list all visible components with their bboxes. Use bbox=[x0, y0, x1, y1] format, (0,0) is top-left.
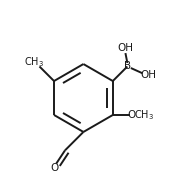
Text: OH: OH bbox=[117, 43, 133, 53]
Text: O: O bbox=[127, 110, 135, 120]
Text: B: B bbox=[124, 62, 131, 72]
Text: O: O bbox=[51, 163, 59, 173]
Text: OH: OH bbox=[140, 70, 156, 80]
Text: CH$_3$: CH$_3$ bbox=[24, 55, 44, 69]
Text: CH$_3$: CH$_3$ bbox=[134, 108, 154, 122]
